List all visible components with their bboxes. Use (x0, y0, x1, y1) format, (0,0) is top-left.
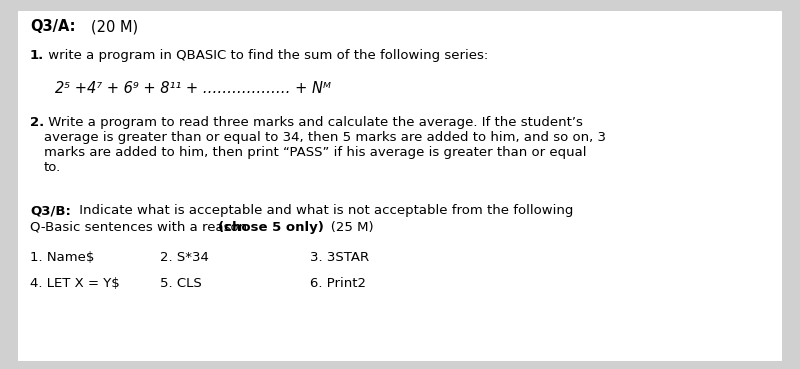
Text: 1. Name$: 1. Name$ (30, 251, 94, 264)
Text: 2.: 2. (30, 116, 44, 129)
FancyBboxPatch shape (18, 11, 782, 361)
Text: 2⁵ +4⁷ + 6⁹ + 8¹¹ + ……………… + Nᴹ: 2⁵ +4⁷ + 6⁹ + 8¹¹ + ……………… + Nᴹ (55, 81, 331, 96)
Text: 2. S*34: 2. S*34 (160, 251, 209, 264)
Text: Indicate what is acceptable and what is not acceptable from the following: Indicate what is acceptable and what is … (75, 204, 574, 217)
Text: 3. 3STAR: 3. 3STAR (310, 251, 369, 264)
Text: write a program in QBASIC to find the sum of the following series:: write a program in QBASIC to find the su… (44, 49, 488, 62)
Text: Q-Basic sentences with a reason: Q-Basic sentences with a reason (30, 221, 251, 234)
Text: Write a program to read three marks and calculate the average. If the student’s
: Write a program to read three marks and … (44, 116, 606, 174)
Text: (20 M): (20 M) (77, 19, 138, 34)
Text: 5. CLS: 5. CLS (160, 277, 202, 290)
Text: Q3/B:: Q3/B: (30, 204, 71, 217)
Text: 6. Print2: 6. Print2 (310, 277, 366, 290)
Text: Q3/A:: Q3/A: (30, 19, 75, 34)
Text: (25 M): (25 M) (318, 221, 374, 234)
Text: (chose 5 only): (chose 5 only) (218, 221, 324, 234)
Text: 4. LET X = Y$: 4. LET X = Y$ (30, 277, 120, 290)
Text: 1.: 1. (30, 49, 44, 62)
